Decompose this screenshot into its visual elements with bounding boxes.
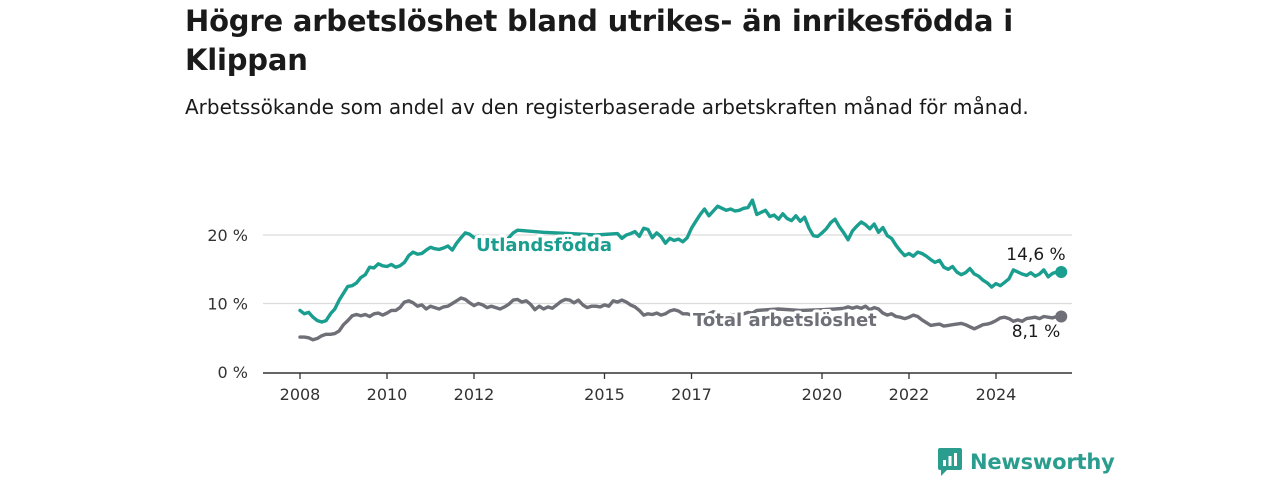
series-end-dot [1055, 265, 1068, 278]
chart-title: Högre arbetslöshet bland utrikes- än inr… [185, 4, 1013, 77]
x-tick-label: 2012 [454, 385, 495, 404]
x-tick-label: 2010 [367, 385, 408, 404]
x-tick-label: 2020 [802, 385, 843, 404]
series-lines [298, 198, 1068, 342]
series-labels: Utlandsfödda Total arbetslöshet 14,6 % 8,1 … [473, 232, 1068, 344]
series-end-dot [1055, 310, 1068, 323]
series-line-utlandsfodda [298, 198, 1063, 324]
y-tick-label: 20 % [207, 226, 248, 245]
newsworthy-logo-text: Newsworthy [970, 450, 1115, 474]
gridlines [263, 234, 1072, 305]
x-tick-label: 2015 [584, 385, 625, 404]
y-axis-tick-labels: 0 % 10 % 20 % [207, 226, 248, 382]
end-value-label-total: 8,1 % [1012, 322, 1061, 342]
newsworthy-logo-icon [938, 448, 962, 476]
series-label-utlandsfodda: Utlandsfödda [476, 235, 612, 256]
series-line-total [298, 296, 1063, 342]
series-label-total: Total arbetslöshet [693, 310, 877, 331]
x-tick-label: 2017 [671, 385, 712, 404]
x-axis: 2008 2010 2012 2015 2017 2020 2022 2024 [263, 372, 1072, 404]
chart-subtitle: Arbetssökande som andel av den registerb… [185, 95, 1029, 119]
end-value-label-utlandsfodda: 14,6 % [1006, 245, 1065, 265]
x-tick-label: 2024 [976, 385, 1017, 404]
newsworthy-logo[interactable]: Newsworthy [937, 447, 1115, 477]
x-tick-label: 2008 [280, 385, 321, 404]
y-tick-label: 0 % [218, 363, 248, 382]
y-tick-label: 10 % [207, 295, 248, 314]
x-tick-label: 2022 [889, 385, 930, 404]
